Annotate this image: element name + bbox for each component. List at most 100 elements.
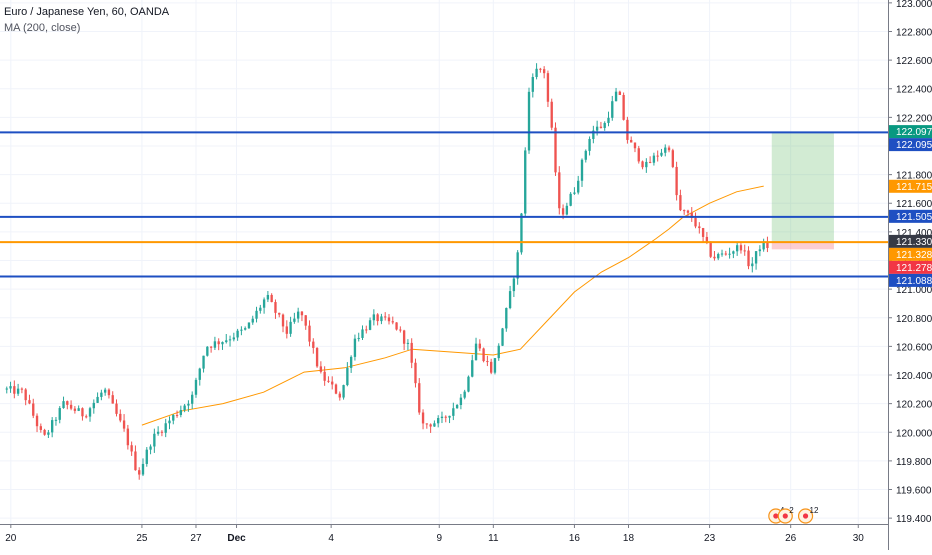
price-label-121-328[interactable]: 121.328: [889, 247, 932, 261]
candle[interactable]: [376, 313, 379, 326]
candle[interactable]: [554, 122, 557, 176]
candle[interactable]: [172, 414, 175, 425]
candle[interactable]: [247, 322, 251, 329]
candle[interactable]: [584, 149, 587, 163]
candle[interactable]: [399, 326, 402, 333]
candle[interactable]: [459, 393, 463, 410]
candle[interactable]: [130, 441, 133, 456]
candle[interactable]: [346, 362, 349, 387]
candle[interactable]: [342, 384, 345, 400]
candle[interactable]: [686, 209, 690, 217]
candle[interactable]: [724, 250, 727, 256]
candle[interactable]: [194, 377, 198, 398]
candle[interactable]: [327, 376, 330, 383]
candle[interactable]: [281, 313, 285, 333]
candle[interactable]: [228, 335, 232, 347]
candle[interactable]: [463, 389, 466, 400]
candle[interactable]: [535, 63, 538, 80]
candle[interactable]: [762, 238, 765, 252]
candle[interactable]: [175, 410, 179, 418]
candle[interactable]: [5, 386, 8, 394]
price-label-121-278[interactable]: 121.278: [889, 260, 932, 274]
candle[interactable]: [614, 87, 618, 102]
candle[interactable]: [735, 241, 739, 256]
candle[interactable]: [111, 391, 114, 404]
candle[interactable]: [471, 354, 474, 378]
candle[interactable]: [274, 299, 277, 319]
candle[interactable]: [747, 246, 750, 270]
candle[interactable]: [433, 420, 436, 427]
candle[interactable]: [213, 336, 217, 351]
candle[interactable]: [501, 327, 504, 347]
candle[interactable]: [278, 312, 281, 318]
candle[interactable]: [664, 144, 667, 157]
candle[interactable]: [671, 148, 674, 169]
candle[interactable]: [119, 409, 122, 423]
candle[interactable]: [141, 458, 145, 477]
candle[interactable]: [69, 400, 73, 411]
candle[interactable]: [520, 212, 523, 255]
candle[interactable]: [255, 306, 258, 323]
candle[interactable]: [391, 316, 394, 325]
candle[interactable]: [675, 161, 678, 201]
candle[interactable]: [100, 389, 103, 401]
candle[interactable]: [331, 376, 334, 390]
candle[interactable]: [489, 358, 493, 375]
candle[interactable]: [455, 404, 459, 409]
candle[interactable]: [47, 429, 50, 439]
candle[interactable]: [85, 414, 88, 419]
candle[interactable]: [232, 332, 235, 342]
candle[interactable]: [425, 423, 429, 429]
candle[interactable]: [28, 394, 31, 405]
candle[interactable]: [743, 244, 746, 256]
target-zone[interactable]: [771, 132, 834, 243]
candle[interactable]: [531, 73, 534, 98]
candle[interactable]: [107, 388, 111, 399]
candle[interactable]: [410, 338, 413, 369]
candle[interactable]: [588, 136, 591, 156]
candle[interactable]: [138, 467, 141, 480]
candle[interactable]: [599, 121, 603, 129]
candle[interactable]: [720, 249, 724, 257]
candle[interactable]: [122, 414, 126, 432]
candle[interactable]: [633, 142, 637, 153]
symbol-title[interactable]: Euro / Japanese Yen, 60, OANDA: [4, 6, 170, 18]
price-label-122-097[interactable]: 122.097: [889, 125, 932, 139]
candle[interactable]: [380, 313, 383, 325]
candle[interactable]: [679, 189, 682, 212]
candle[interactable]: [179, 405, 183, 418]
candle[interactable]: [266, 291, 270, 303]
candle[interactable]: [187, 400, 190, 412]
candle[interactable]: [648, 156, 652, 164]
candle[interactable]: [732, 250, 735, 259]
candle[interactable]: [645, 158, 648, 173]
candle[interactable]: [240, 326, 243, 336]
candle[interactable]: [452, 402, 455, 421]
candle[interactable]: [372, 309, 376, 326]
candle[interactable]: [709, 241, 712, 259]
candle[interactable]: [244, 326, 247, 331]
candle[interactable]: [569, 192, 572, 207]
candle[interactable]: [66, 400, 69, 410]
candle[interactable]: [384, 312, 387, 321]
candle[interactable]: [349, 355, 353, 373]
candle[interactable]: [183, 403, 186, 413]
candle[interactable]: [9, 381, 12, 393]
candle[interactable]: [296, 307, 300, 323]
candle[interactable]: [96, 392, 99, 404]
candle[interactable]: [262, 297, 266, 314]
candle[interactable]: [739, 243, 743, 254]
candle[interactable]: [285, 320, 288, 339]
candle[interactable]: [418, 378, 421, 415]
candle[interactable]: [414, 358, 417, 388]
candle[interactable]: [202, 355, 205, 373]
candle[interactable]: [304, 315, 307, 330]
candle[interactable]: [701, 227, 705, 243]
candle[interactable]: [580, 158, 584, 187]
candle[interactable]: [573, 187, 576, 195]
candle[interactable]: [652, 152, 656, 166]
candle[interactable]: [524, 147, 527, 217]
price-label-121-505[interactable]: 121.505: [889, 209, 932, 223]
candle[interactable]: [444, 415, 447, 423]
